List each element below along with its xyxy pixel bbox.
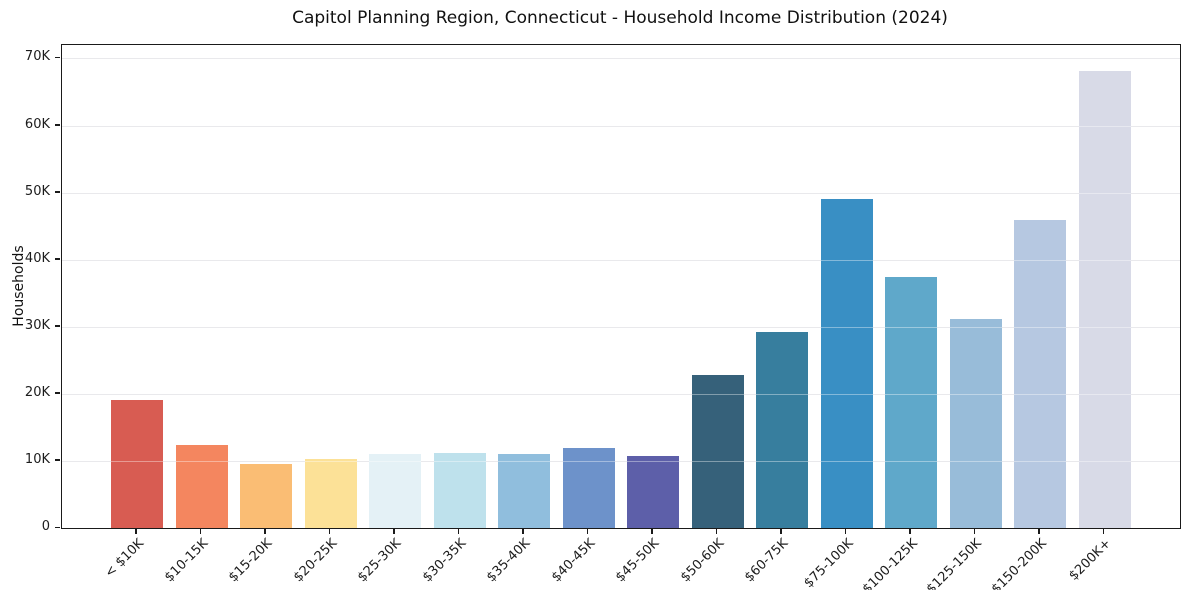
- gridline: [62, 58, 1180, 60]
- y-axis-tick: [55, 459, 60, 461]
- y-tick-label: 30K: [24, 317, 50, 333]
- x-tick-label-text: $45-50K: [613, 536, 663, 586]
- x-axis-tick: [715, 528, 718, 534]
- x-tick-label-text: $100-125K: [859, 536, 921, 590]
- gridline: [62, 393, 1180, 395]
- bar: [240, 464, 292, 528]
- gridline: [62, 326, 1180, 328]
- plot-area: [61, 44, 1181, 529]
- bar: [820, 198, 873, 528]
- y-axis-tick: [55, 56, 60, 59]
- bar: [1014, 220, 1066, 528]
- y-tick-label: 20K: [24, 384, 50, 400]
- gridline: [62, 326, 1180, 328]
- y-tick-label: 0: [41, 519, 50, 534]
- y-tick-label: 70K: [24, 49, 50, 65]
- y-tick-label: 10K: [24, 451, 50, 467]
- x-axis-tick: [780, 528, 782, 534]
- y-tick-label: 40K: [24, 250, 50, 266]
- x-axis-tick: [1102, 528, 1105, 534]
- x-axis-tick: [264, 528, 266, 534]
- y-axis-tick: [55, 258, 60, 260]
- x-axis-tick: [328, 528, 331, 534]
- y-axis-tick: [55, 325, 60, 327]
- y-axis-tick: [55, 191, 60, 193]
- x-axis-tick: [586, 528, 589, 534]
- gridline: [62, 125, 1180, 127]
- x-tick-label-text: $30-35K: [419, 536, 470, 586]
- gridline: [62, 125, 1180, 127]
- bar: [369, 454, 421, 528]
- gridline: [62, 259, 1180, 261]
- gridline: [62, 393, 1180, 395]
- gridline: [62, 192, 1180, 194]
- bar: [304, 458, 357, 528]
- x-axis-tick: [522, 528, 524, 534]
- x-axis-tick: [973, 528, 976, 534]
- x-axis-tick: [844, 528, 847, 534]
- gridline: [62, 460, 1180, 462]
- x-tick-label-text: $75-100K: [801, 536, 857, 590]
- bar: [756, 332, 808, 528]
- x-axis-tick: [1038, 528, 1040, 534]
- x-tick-label-text: $15-20K: [226, 536, 276, 586]
- y-axis-tick: [55, 392, 60, 394]
- bar: [627, 456, 679, 528]
- x-tick-label-text: $20-25K: [290, 536, 341, 586]
- x-tick-label-text: $60-75K: [742, 536, 792, 586]
- gridline: [62, 259, 1180, 261]
- x-tick-label-text: $40-45K: [548, 536, 599, 586]
- x-axis-tick: [135, 528, 137, 534]
- x-tick-label-text: < $10K: [101, 536, 147, 581]
- bar: [433, 452, 486, 528]
- gridline: [62, 58, 1180, 60]
- x-axis-tick: [651, 528, 653, 534]
- bar: [498, 453, 550, 528]
- y-tick-label: 50K: [24, 183, 50, 199]
- x-tick-label-text: $200K+: [1066, 536, 1115, 584]
- bar: [691, 375, 744, 528]
- gridline: [62, 192, 1180, 194]
- x-axis-tick: [909, 528, 911, 534]
- x-tick-label-text: $150-200K: [988, 536, 1050, 590]
- bar: [562, 447, 615, 528]
- bar: [1078, 70, 1131, 528]
- chart-title: Capitol Planning Region, Connecticut - H…: [292, 8, 948, 28]
- y-axis-tick: [55, 526, 60, 528]
- y-tick-label: 60K: [24, 116, 50, 132]
- x-axis-tick: [199, 528, 202, 534]
- x-axis-tick: [457, 528, 460, 534]
- y-axis-tick: [55, 124, 60, 126]
- x-tick-label-text: $125-150K: [924, 536, 986, 590]
- bar: [111, 399, 163, 528]
- x-axis-tick: [393, 528, 395, 534]
- bar: [949, 318, 1002, 528]
- x-tick-label-text: $10-15K: [161, 536, 212, 586]
- gridline: [62, 460, 1180, 462]
- bar: [175, 444, 228, 528]
- x-tick-label-text: $25-30K: [355, 536, 405, 586]
- x-tick-label-text: $35-40K: [484, 536, 534, 586]
- x-tick-label-text: $50-60K: [677, 536, 728, 586]
- bar: [885, 277, 937, 528]
